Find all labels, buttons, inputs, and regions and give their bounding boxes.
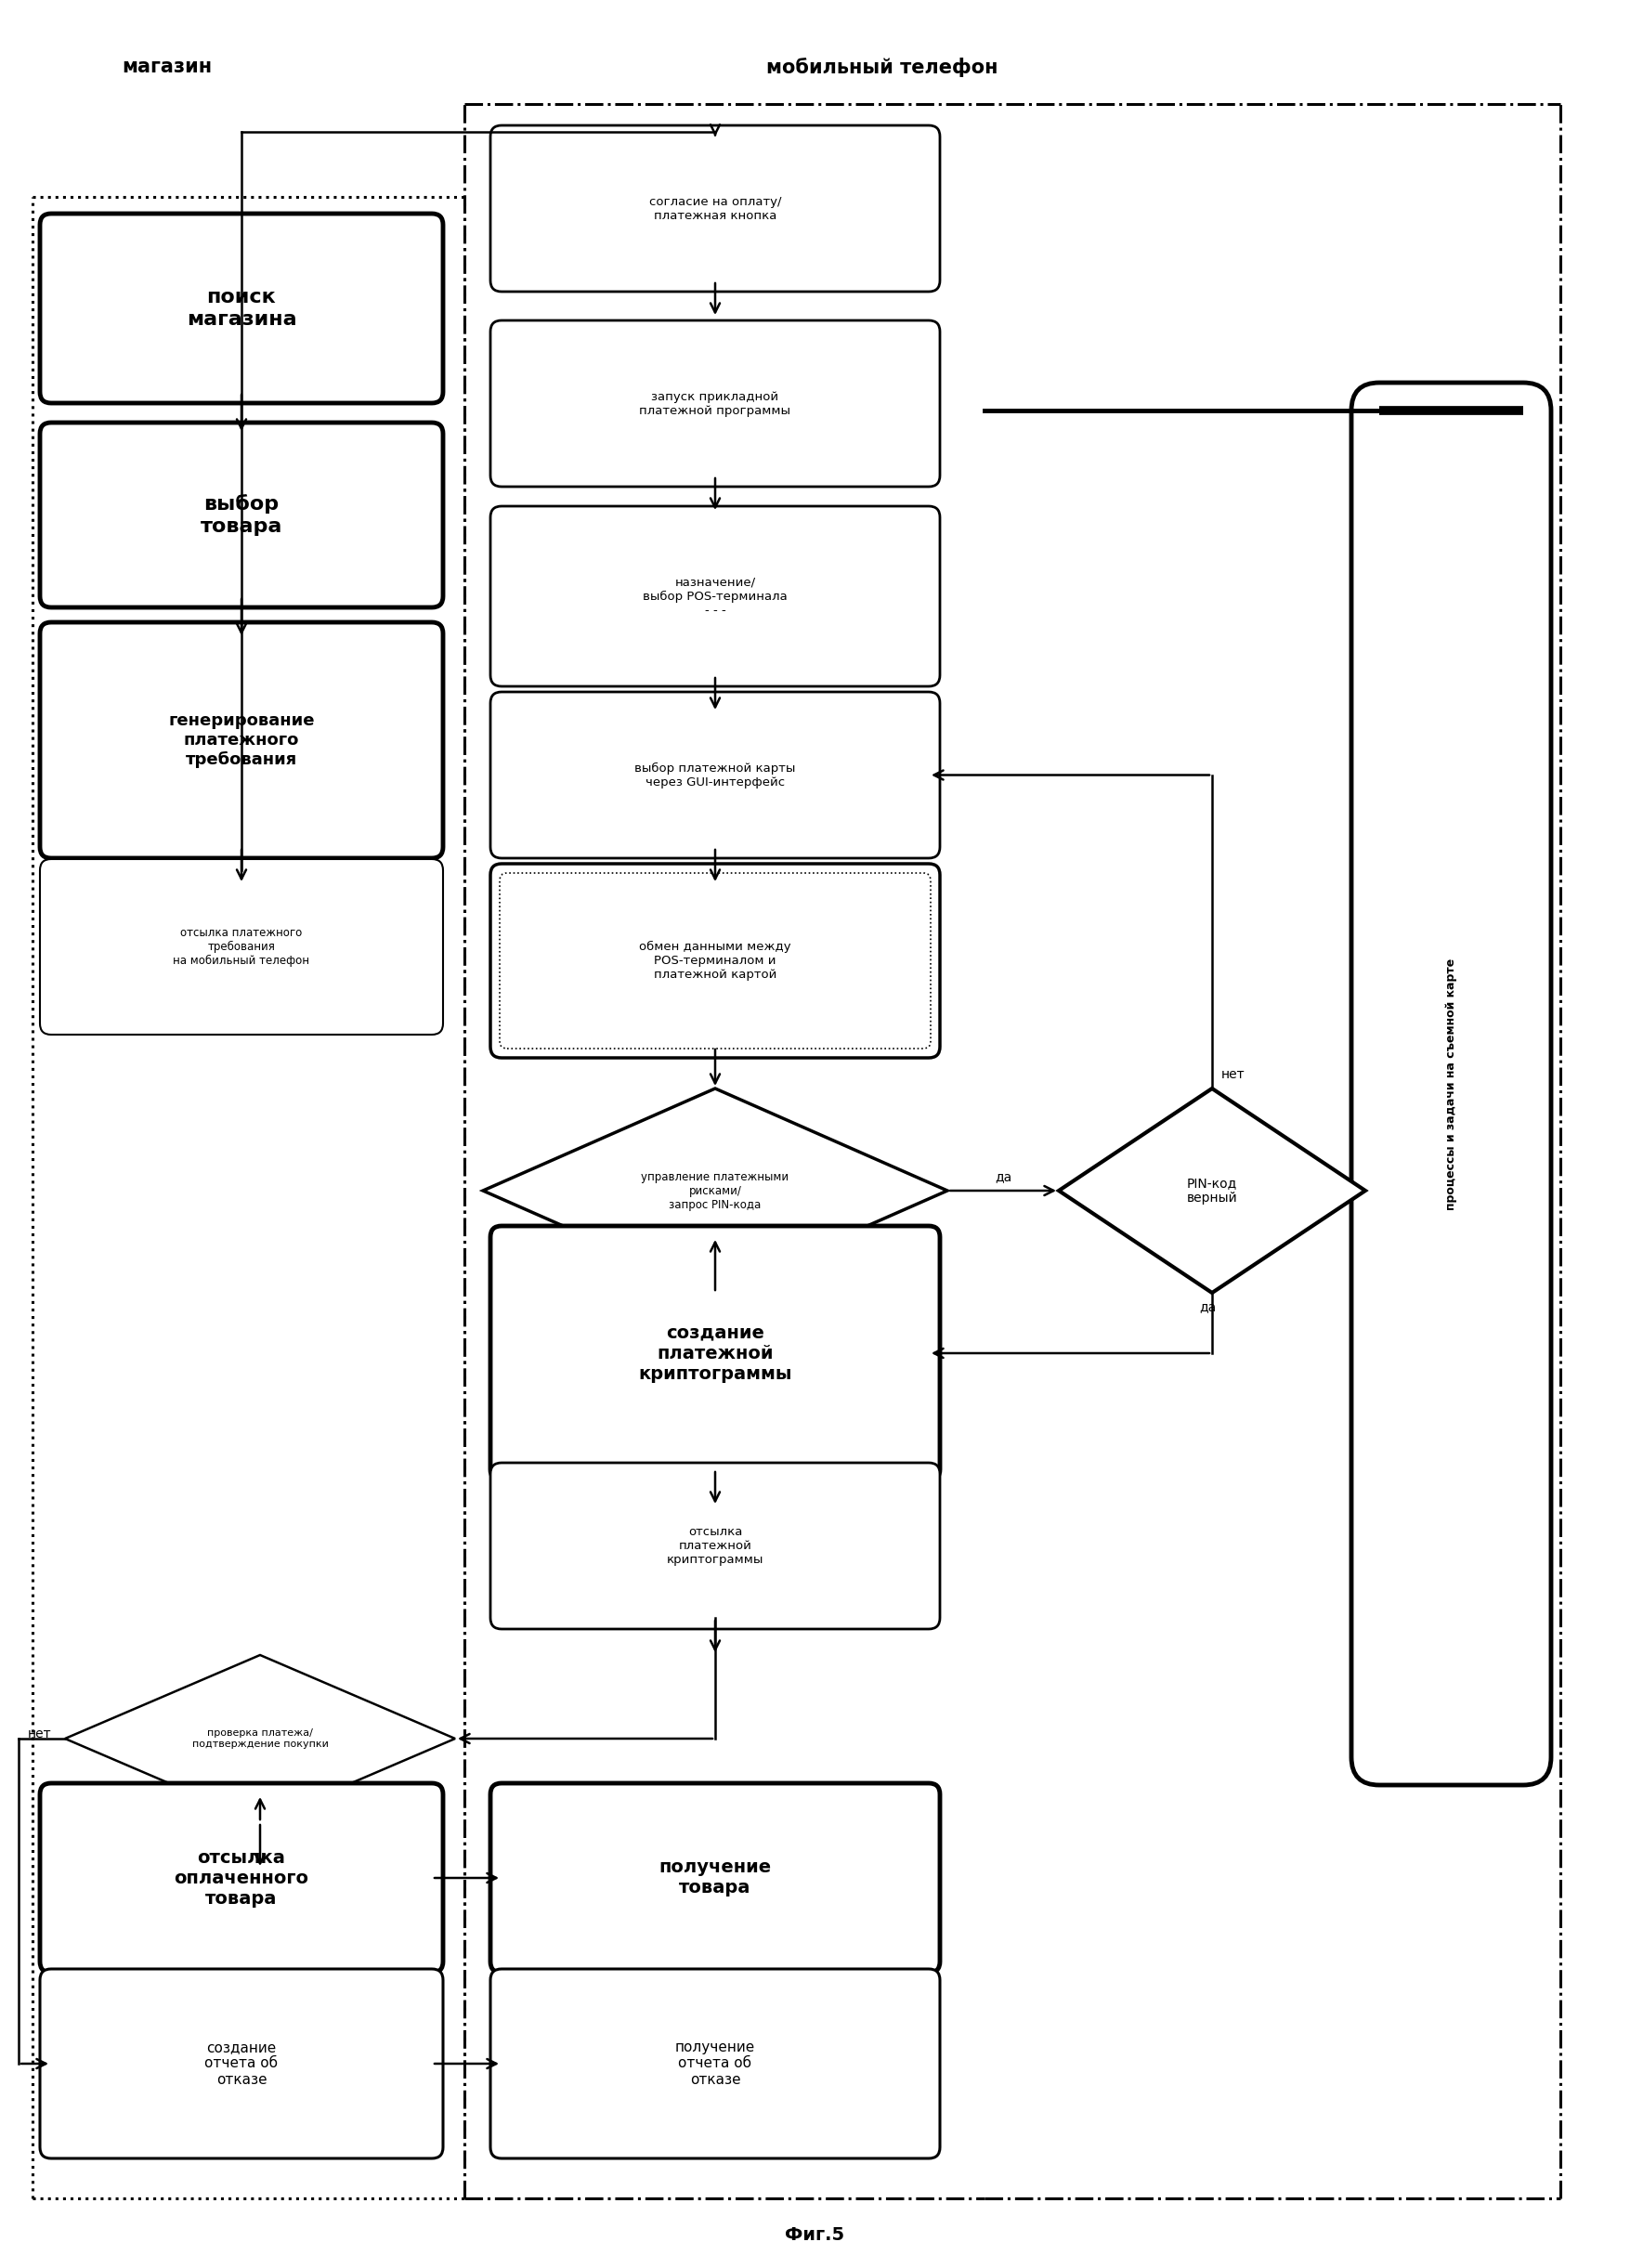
Text: PIN-код
верный: PIN-код верный xyxy=(1187,1177,1237,1204)
Text: получение
товара: получение товара xyxy=(659,1860,771,1896)
Text: да: да xyxy=(994,1170,1012,1184)
FancyBboxPatch shape xyxy=(491,506,941,687)
Text: отсылка
платежной
криптограммы: отсылка платежной криптограммы xyxy=(667,1526,763,1565)
Text: проверка платежа/
подтверждение покупки: проверка платежа/ подтверждение покупки xyxy=(192,1728,328,1749)
Text: создание
отчета об
отказе: создание отчета об отказе xyxy=(205,2041,279,2087)
Polygon shape xyxy=(1060,1089,1366,1293)
Text: назначение/
выбор POS-терминала
- - -: назначение/ выбор POS-терминала - - - xyxy=(642,576,787,617)
FancyBboxPatch shape xyxy=(41,1783,443,1973)
Text: выбор платежной карты
через GUI-интерфейс: выбор платежной карты через GUI-интерфей… xyxy=(634,762,795,787)
FancyBboxPatch shape xyxy=(41,860,443,1034)
FancyBboxPatch shape xyxy=(491,864,941,1057)
Text: процессы и задачи на съемной карте: процессы и задачи на съемной карте xyxy=(1446,957,1457,1209)
Text: поиск
магазина: поиск магазина xyxy=(186,288,297,329)
Text: да: да xyxy=(264,1830,282,1842)
FancyBboxPatch shape xyxy=(491,1227,941,1481)
Text: управление платежными
рисками/
запрос PIN-кода: управление платежными рисками/ запрос PI… xyxy=(641,1170,789,1211)
Text: нет: нет xyxy=(657,1297,681,1311)
Text: нет: нет xyxy=(28,1728,51,1740)
Polygon shape xyxy=(65,1656,455,1821)
FancyBboxPatch shape xyxy=(491,1463,941,1628)
FancyBboxPatch shape xyxy=(41,213,443,404)
Text: выбор
товара: выбор товара xyxy=(200,494,282,535)
Text: получение
отчета об
отказе: получение отчета об отказе xyxy=(675,2041,755,2087)
FancyBboxPatch shape xyxy=(491,1783,941,1973)
FancyBboxPatch shape xyxy=(1351,383,1552,1785)
Text: генерирование
платежного
требования: генерирование платежного требования xyxy=(168,712,315,769)
Text: мобильный телефон: мобильный телефон xyxy=(766,57,998,77)
Text: нет: нет xyxy=(1221,1068,1245,1082)
Text: магазин: магазин xyxy=(122,57,212,77)
Text: Фиг.5: Фиг.5 xyxy=(784,2227,844,2245)
Text: согласие на оплату/
платежная кнопка: согласие на оплату/ платежная кнопка xyxy=(649,195,781,222)
FancyBboxPatch shape xyxy=(491,692,941,857)
Text: отсылка
оплаченного
товара: отсылка оплаченного товара xyxy=(174,1848,308,1907)
Polygon shape xyxy=(482,1089,947,1293)
FancyBboxPatch shape xyxy=(491,1969,941,2159)
FancyBboxPatch shape xyxy=(41,422,443,608)
FancyBboxPatch shape xyxy=(491,320,941,488)
Text: да: да xyxy=(1200,1300,1216,1313)
Text: обмен данными между
POS-терминалом и
платежной картой: обмен данными между POS-терминалом и пла… xyxy=(639,941,791,980)
FancyBboxPatch shape xyxy=(41,621,443,857)
FancyBboxPatch shape xyxy=(491,125,941,293)
Text: создание
платежной
криптограммы: создание платежной криптограммы xyxy=(639,1325,792,1383)
Text: отсылка платежного
требования
на мобильный телефон: отсылка платежного требования на мобильн… xyxy=(173,928,310,966)
Text: запуск прикладной
платежной программы: запуск прикладной платежной программы xyxy=(639,390,791,417)
FancyBboxPatch shape xyxy=(41,1969,443,2159)
